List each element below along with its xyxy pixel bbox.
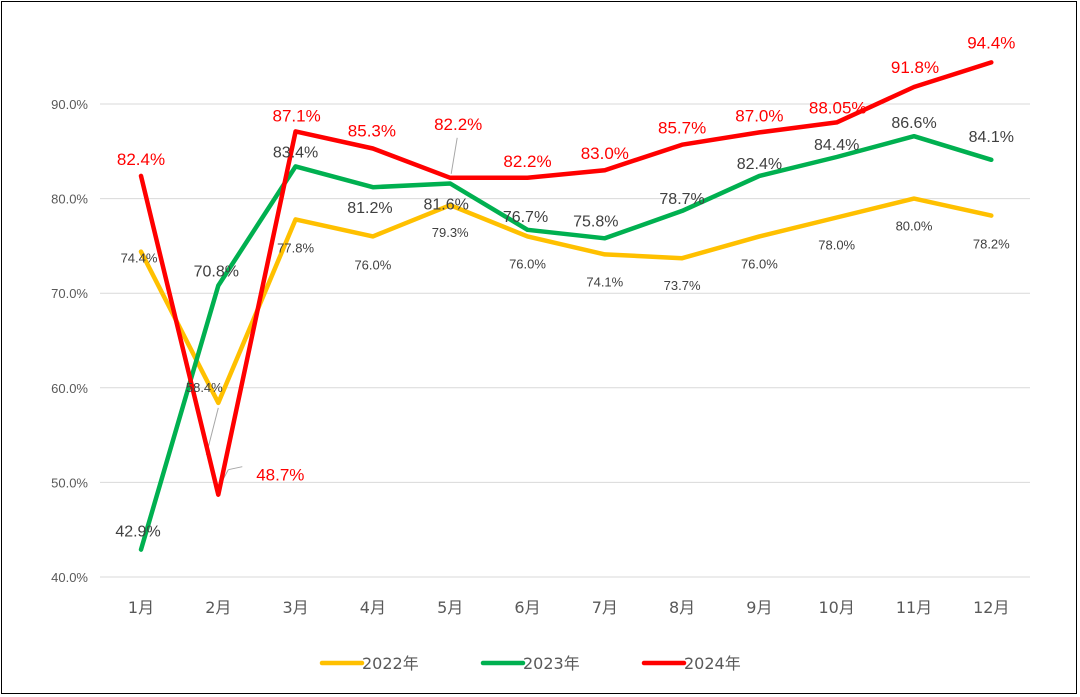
data-label: 76.7% xyxy=(503,209,548,226)
x-tick-label: 3月 xyxy=(283,598,309,617)
data-labels: 74.4% 58.4% 77.8% 76.0% 79.3% 76.0% 74.1% 73.7%… xyxy=(115,33,1015,540)
data-label: 75.8% xyxy=(573,213,618,230)
series-line-2 xyxy=(138,60,994,497)
x-tick-label: 2月 xyxy=(205,598,231,617)
data-label: 74.1% xyxy=(586,274,623,289)
x-tick-label: 12月 xyxy=(973,598,1009,617)
data-label: 70.8% xyxy=(194,264,239,281)
data-label: 91.8% xyxy=(891,58,939,77)
legend-entry: 2022年 xyxy=(362,654,419,673)
data-label: 76.0% xyxy=(741,256,778,271)
x-tick-label: 6月 xyxy=(514,598,540,617)
legend-entry: 2023年 xyxy=(523,654,580,673)
data-label: 82.4% xyxy=(117,150,165,169)
x-tick-label: 8月 xyxy=(669,598,695,617)
x-tick-label: 9月 xyxy=(746,598,772,617)
data-label: 76.0% xyxy=(354,257,391,272)
data-label: 77.8% xyxy=(277,240,314,255)
y-tick-label: 60.0% xyxy=(51,381,88,396)
data-label: 78.2% xyxy=(973,237,1010,252)
y-tick-label: 50.0% xyxy=(51,475,88,490)
x-tick-label: 7月 xyxy=(592,598,618,617)
x-tick-label: 11月 xyxy=(896,598,932,617)
series-line-0 xyxy=(138,196,994,406)
data-label: 81.2% xyxy=(347,200,392,217)
data-label: 48.7% xyxy=(256,466,304,485)
y-tick-label: 70.0% xyxy=(51,286,88,301)
x-tick-label: 5月 xyxy=(437,598,463,617)
x-tick-label: 10月 xyxy=(819,598,855,617)
data-label: 81.6% xyxy=(424,196,469,213)
y-axis: 40.0% 50.0% 60.0% 70.0% 80.0% 90.0% xyxy=(51,97,88,585)
data-label: 83.4% xyxy=(273,144,318,161)
data-label: 78.7% xyxy=(659,191,704,208)
legend-entry: 2024年 xyxy=(684,654,741,673)
data-label: 88.05% xyxy=(809,98,867,117)
data-label: 76.0% xyxy=(509,256,546,271)
data-label: 80.0% xyxy=(896,219,933,234)
data-label: 84.4% xyxy=(814,137,859,154)
data-label: 94.4% xyxy=(967,33,1015,52)
data-label: 85.3% xyxy=(348,121,396,140)
legend: 2022年 2023年 2024年 xyxy=(319,654,741,673)
data-label: 86.6% xyxy=(891,115,936,132)
data-label: 79.3% xyxy=(432,225,469,240)
data-label: 58.4% xyxy=(186,380,223,395)
x-tick-label: 1月 xyxy=(128,598,154,617)
x-tick-label: 4月 xyxy=(360,598,386,617)
data-label: 84.1% xyxy=(969,129,1014,146)
data-label: 78.0% xyxy=(818,238,855,253)
y-tick-label: 90.0% xyxy=(51,97,88,112)
data-label: 82.2% xyxy=(503,152,551,171)
y-tick-label: 80.0% xyxy=(51,192,88,207)
data-label: 83.0% xyxy=(581,144,629,163)
y-tick-label: 40.0% xyxy=(51,570,88,585)
data-label: 85.7% xyxy=(658,119,706,138)
data-label: 73.7% xyxy=(664,278,701,293)
data-label: 82.2% xyxy=(434,115,482,134)
data-label: 87.1% xyxy=(272,106,320,125)
x-axis: 1月 2月 3月 4月 5月 6月 7月 8月 9月 10月 11月 12月 xyxy=(128,598,1010,617)
data-label: 74.4% xyxy=(121,251,158,266)
leader-line xyxy=(450,137,458,174)
data-label: 42.9% xyxy=(115,524,160,541)
leader-line xyxy=(228,466,243,471)
label-leader-lines xyxy=(205,137,458,485)
data-label: 82.4% xyxy=(737,156,782,173)
series-lines xyxy=(138,60,994,552)
data-label: 87.0% xyxy=(735,106,783,125)
